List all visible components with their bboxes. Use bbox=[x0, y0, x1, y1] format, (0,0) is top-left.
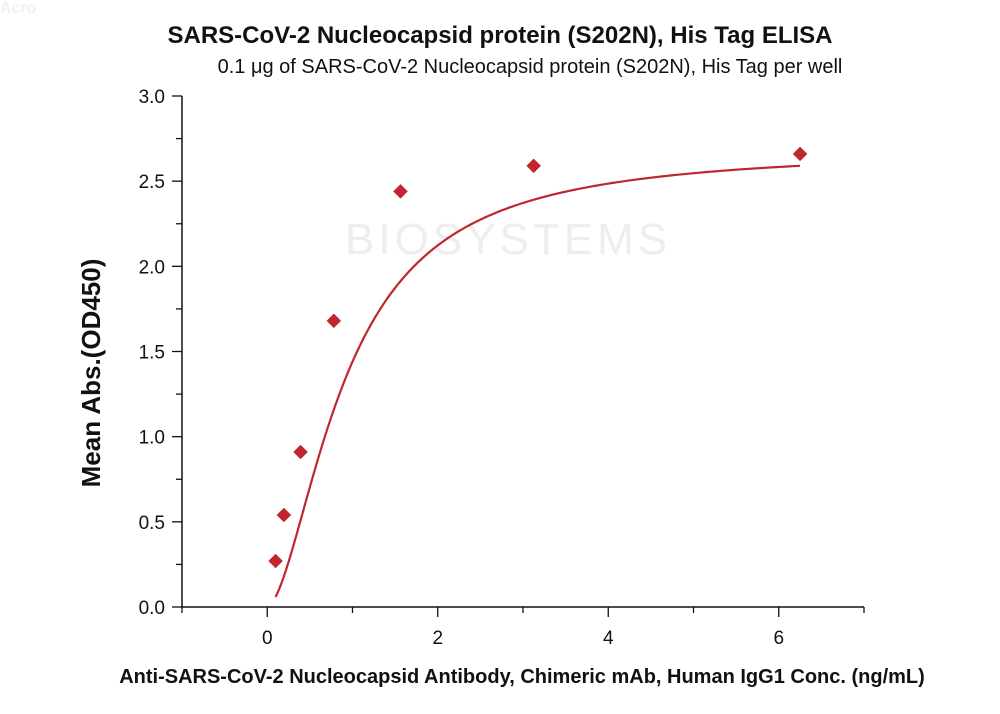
data-point bbox=[526, 158, 542, 174]
axes: 0.0 0.5 1.0 1.5 2.0 2.5 3.0 0 2 4 6 bbox=[139, 87, 865, 649]
y-tick-label: 3.0 bbox=[139, 87, 165, 108]
x-tick-label: 0 bbox=[262, 628, 273, 649]
data-point bbox=[276, 507, 292, 523]
chart-title: SARS-CoV-2 Nucleocapsid protein (S202N),… bbox=[167, 22, 833, 49]
x-tick-label: 6 bbox=[773, 628, 784, 649]
y-tick-label: 0.0 bbox=[139, 598, 165, 619]
y-tick-label: 2.0 bbox=[139, 257, 165, 278]
y-tick-label: 2.5 bbox=[139, 172, 165, 193]
y-tick-label: 1.5 bbox=[139, 343, 165, 364]
fit-curve bbox=[274, 164, 801, 598]
y-axis-label: Mean Abs.(OD450) bbox=[76, 259, 106, 488]
y-tick-label: 1.0 bbox=[139, 428, 165, 449]
data-point bbox=[393, 184, 408, 199]
x-tick-label: 4 bbox=[603, 628, 614, 649]
data-point bbox=[792, 146, 808, 162]
data-point bbox=[268, 553, 283, 569]
chart-subtitle: 0.1 μg of SARS-CoV-2 Nucleocapsid protei… bbox=[217, 56, 843, 78]
data-point bbox=[293, 444, 308, 460]
data-point bbox=[326, 313, 342, 329]
fit-curve-layer bbox=[274, 164, 801, 598]
data-points bbox=[268, 146, 808, 569]
x-tick-label: 2 bbox=[432, 628, 443, 649]
x-axis-label: Anti-SARS-CoV-2 Nucleocapsid Antibody, C… bbox=[119, 666, 925, 688]
y-tick-label: 0.5 bbox=[139, 513, 165, 534]
